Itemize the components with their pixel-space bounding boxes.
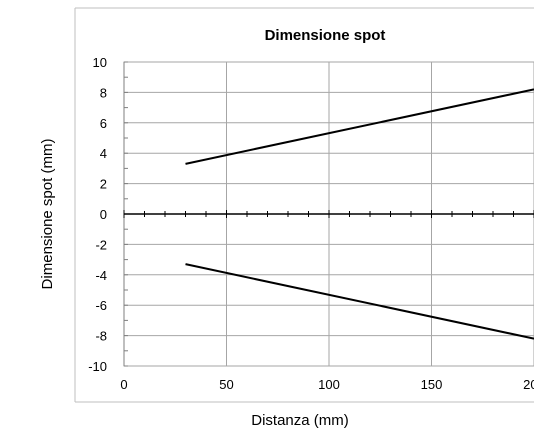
x-tick-label: 50 [219,377,233,392]
chart-title: Dimensione spot [265,27,386,44]
x-tick-label: 100 [318,377,340,392]
x-tick-label: 200 [523,377,534,392]
y-tick-label: -6 [95,298,107,313]
y-axis-title: Dimensione spot (mm) [39,139,56,290]
y-tick-label: 10 [93,55,107,70]
y-tick-label: 4 [100,146,107,161]
y-tick-label: 6 [100,116,107,131]
y-tick-label: -2 [95,237,107,252]
y-tick-label: -4 [95,268,107,283]
y-tick-label: 8 [100,85,107,100]
y-tick-label: 2 [100,177,107,192]
x-axis-title: Distanza (mm) [251,412,349,429]
x-tick-label: 150 [421,377,443,392]
x-tick-label: 0 [120,377,127,392]
series-line-2 [186,264,534,338]
y-tick-label: -8 [95,329,107,344]
y-tick-label: -10 [88,359,107,374]
series-line-1 [186,89,534,163]
y-tick-label: 0 [100,207,107,222]
